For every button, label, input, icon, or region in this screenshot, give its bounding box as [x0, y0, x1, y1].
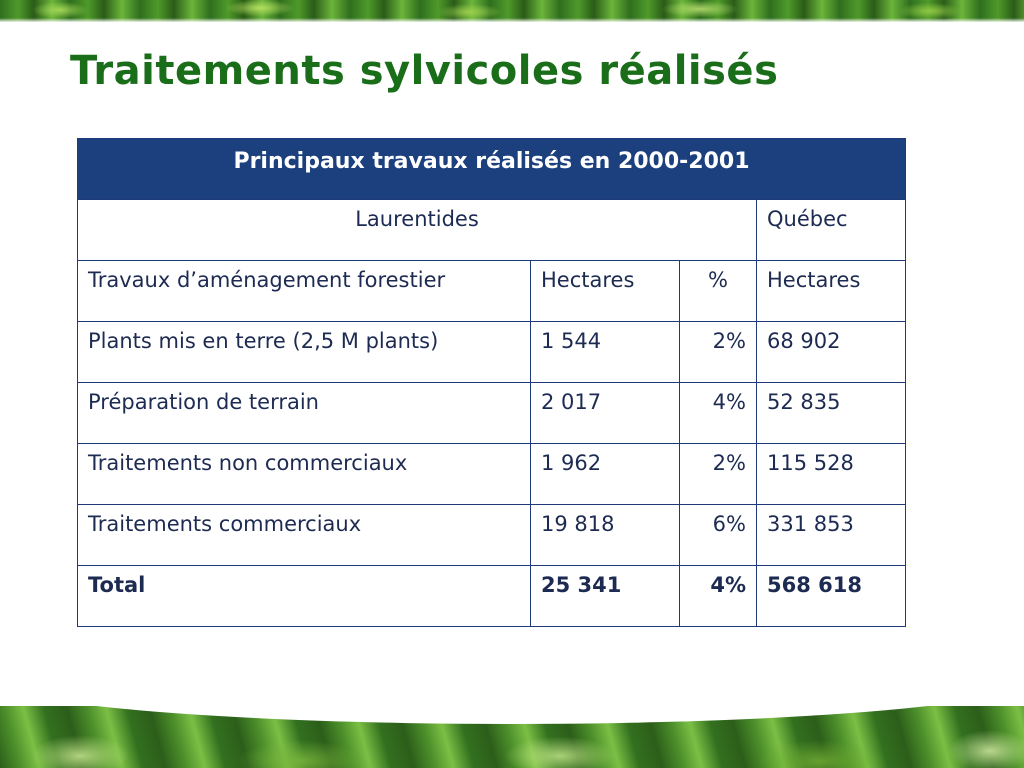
row-quebec-hectares: 331 853 — [756, 504, 906, 566]
total-hectares: 25 341 — [530, 565, 680, 627]
table-row: Plants mis en terre (2,5 M plants) 1 544… — [77, 321, 906, 383]
column-header-row: Travaux d’aménagement forestier Hectares… — [77, 260, 906, 322]
region-header-row: Laurentides Québec — [77, 199, 906, 261]
column-header-quebec-hectares: Hectares — [756, 260, 906, 322]
row-hectares: 1 962 — [530, 443, 680, 505]
row-label: Préparation de terrain — [77, 382, 531, 444]
row-hectares: 19 818 — [530, 504, 680, 566]
row-hectares: 2 017 — [530, 382, 680, 444]
table-caption-row: Principaux travaux réalisés en 2000-2001 — [77, 138, 906, 200]
forestry-works-table: Principaux travaux réalisés en 2000-2001… — [77, 138, 906, 627]
row-quebec-hectares: 115 528 — [756, 443, 906, 505]
row-percent: 2% — [679, 443, 757, 505]
table-row: Traitements non commerciaux 1 962 2% 115… — [77, 443, 906, 505]
region-laurentides: Laurentides — [77, 199, 757, 261]
table-row: Préparation de terrain 2 017 4% 52 835 — [77, 382, 906, 444]
row-quebec-hectares: 52 835 — [756, 382, 906, 444]
row-quebec-hectares: 68 902 — [756, 321, 906, 383]
total-row: Total 25 341 4% 568 618 — [77, 565, 906, 627]
slide-title: Traitements sylvicoles réalisés — [70, 48, 779, 94]
table-caption: Principaux travaux réalisés en 2000-2001 — [77, 138, 906, 200]
table-row: Traitements commerciaux 19 818 6% 331 85… — [77, 504, 906, 566]
top-foliage-banner — [0, 0, 1024, 22]
row-percent: 4% — [679, 382, 757, 444]
column-header-hectares: Hectares — [530, 260, 680, 322]
total-label: Total — [77, 565, 531, 627]
row-hectares: 1 544 — [530, 321, 680, 383]
bottom-foliage-banner — [0, 706, 1024, 768]
column-header-percent: % — [679, 260, 757, 322]
region-quebec: Québec — [756, 199, 906, 261]
total-quebec-hectares: 568 618 — [756, 565, 906, 627]
row-label: Traitements non commerciaux — [77, 443, 531, 505]
total-percent: 4% — [679, 565, 757, 627]
row-percent: 6% — [679, 504, 757, 566]
row-label: Traitements commerciaux — [77, 504, 531, 566]
row-label: Plants mis en terre (2,5 M plants) — [77, 321, 531, 383]
row-percent: 2% — [679, 321, 757, 383]
column-header-works: Travaux d’aménagement forestier — [77, 260, 531, 322]
